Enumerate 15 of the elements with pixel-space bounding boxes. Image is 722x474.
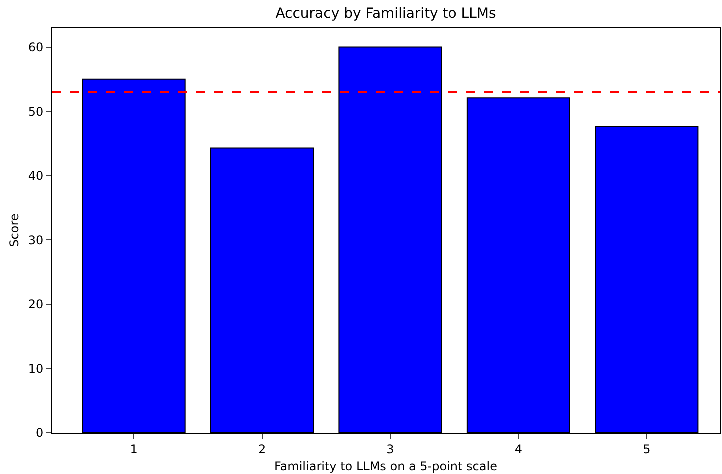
x-tick-label: 1	[130, 442, 138, 456]
y-tick-label: 30	[28, 233, 44, 248]
y-tick-label: 0	[36, 426, 44, 440]
y-axis-title: Score	[8, 214, 22, 248]
y-tick-label: 60	[28, 40, 44, 54]
y-tick-label: 10	[28, 362, 44, 376]
x-axis-title: Familiarity to LLMs on a 5-point scale	[274, 459, 498, 474]
x-tick-label: 4	[514, 442, 523, 456]
y-tick-label: 20	[28, 298, 44, 312]
x-tick-label: 3	[386, 442, 394, 456]
chart-title: Accuracy by Familiarity to LLMs	[276, 6, 496, 22]
x-tick-label: 5	[643, 442, 651, 456]
y-tick-label: 40	[28, 169, 44, 184]
y-tick-label: 50	[28, 104, 44, 119]
x-tick-label: 2	[258, 442, 266, 456]
